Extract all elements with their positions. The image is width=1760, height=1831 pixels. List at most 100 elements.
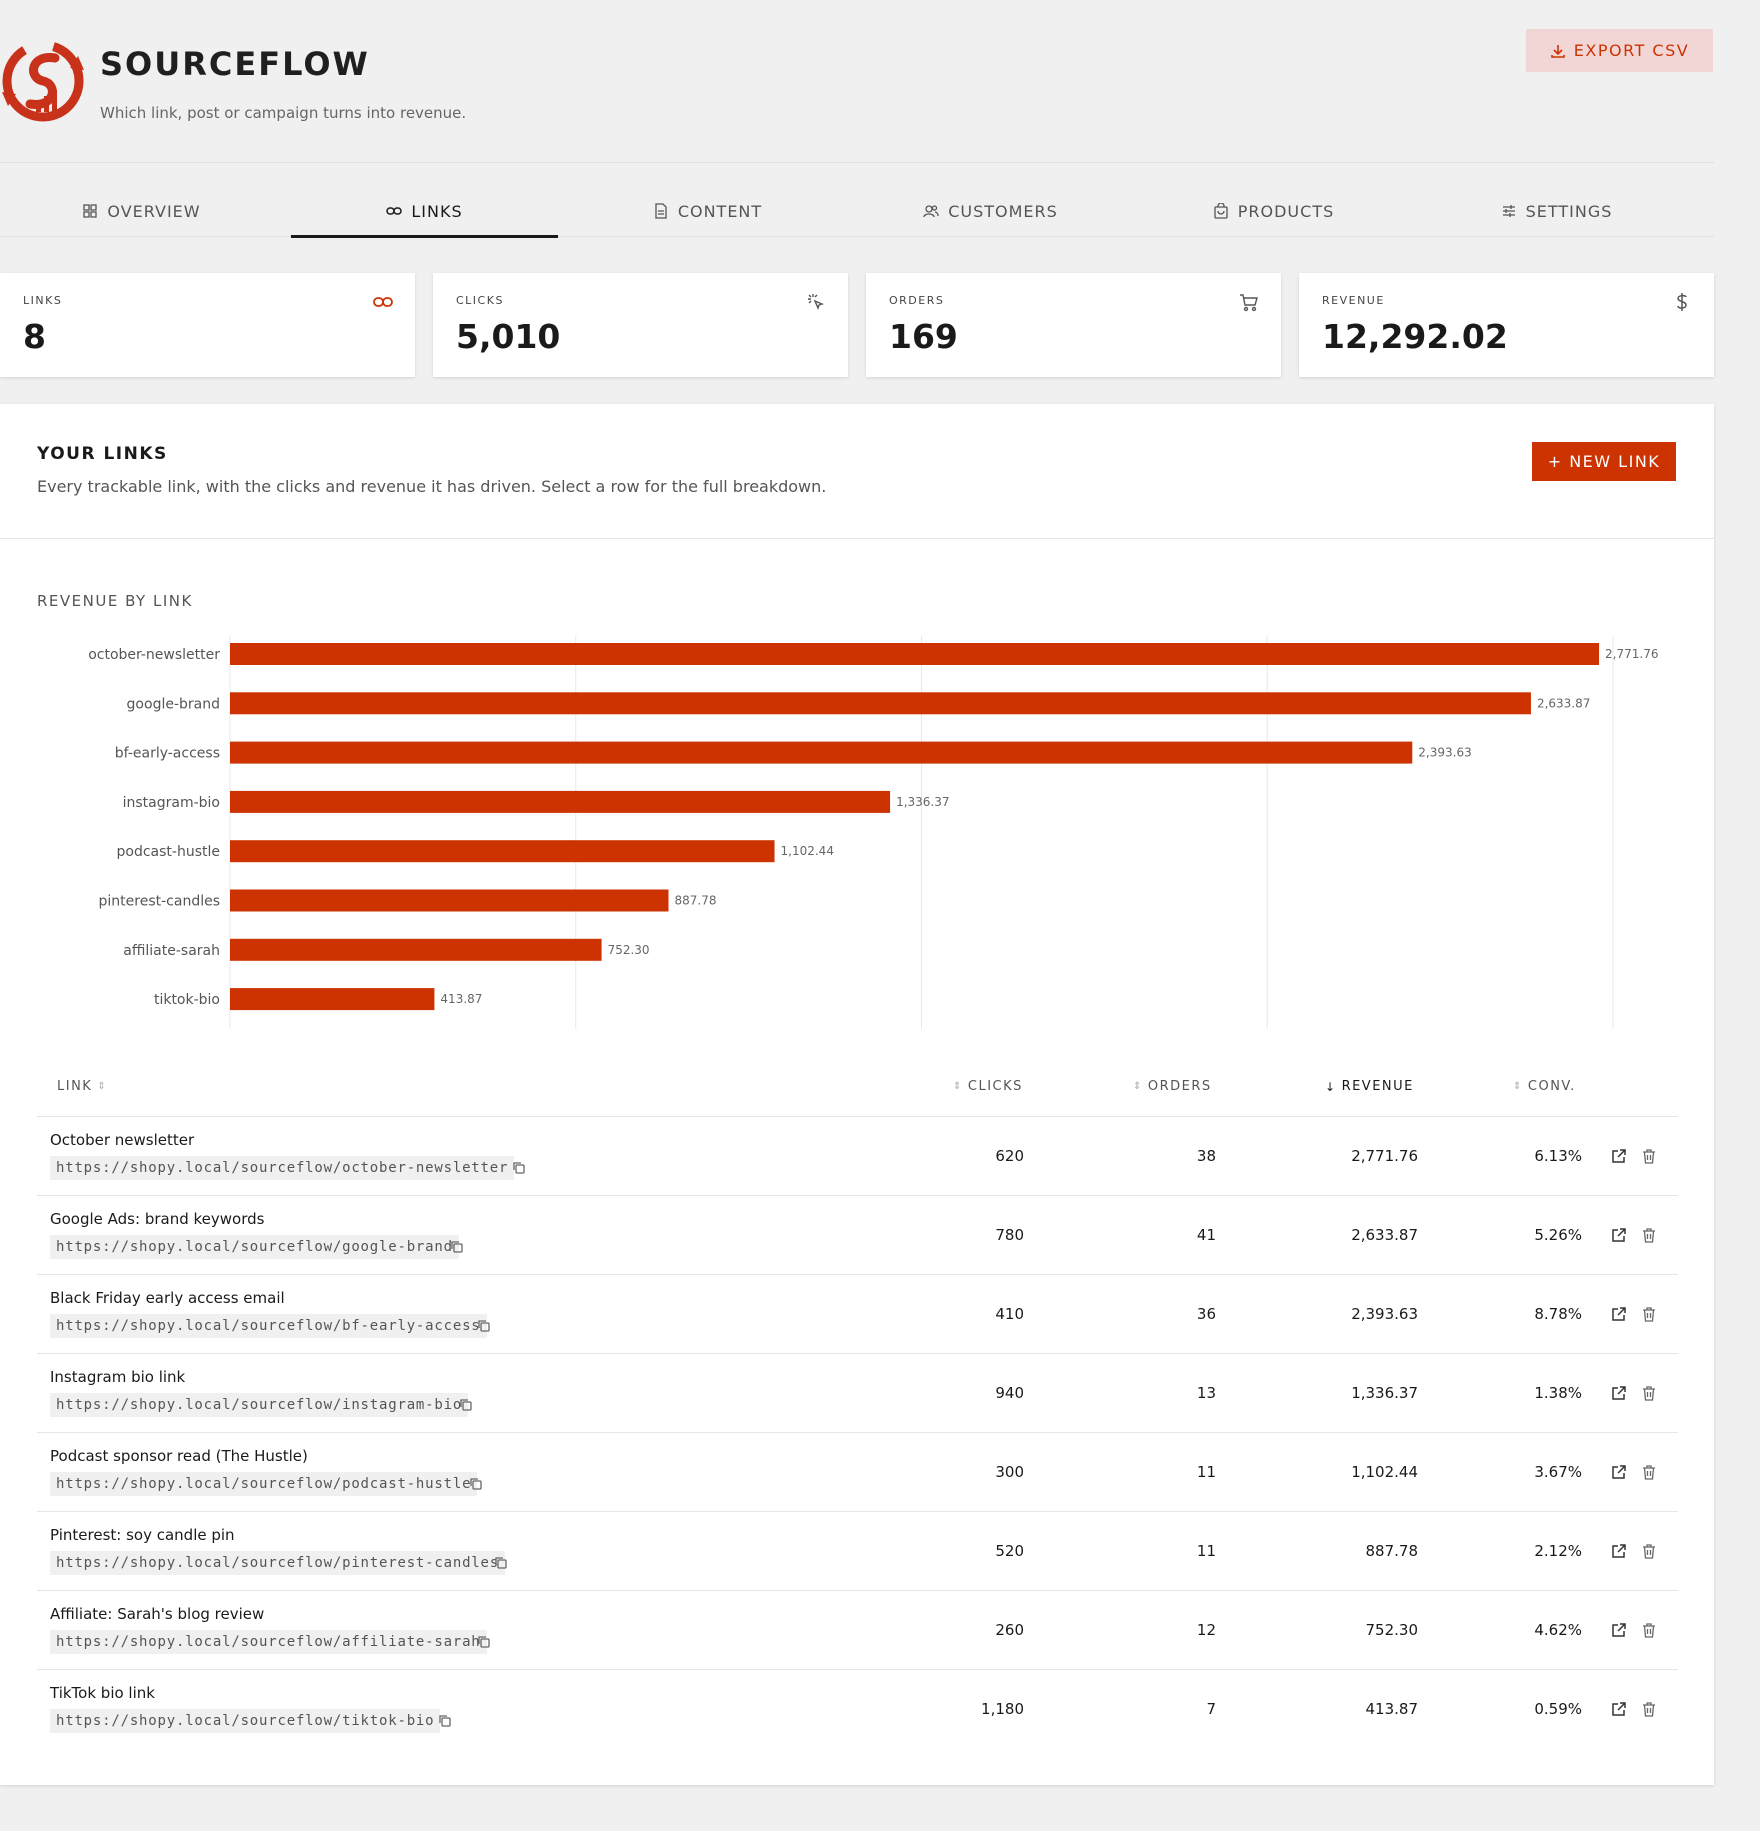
conversion-value: 4.62% bbox=[1534, 1621, 1582, 1639]
chart-value-label: 752.30 bbox=[608, 943, 650, 957]
copy-icon[interactable] bbox=[476, 1634, 492, 1650]
delete-icon[interactable] bbox=[1640, 1542, 1658, 1560]
tab-overview[interactable]: OVERVIEW bbox=[0, 185, 283, 237]
chart-category-label: affiliate-sarah bbox=[123, 943, 220, 959]
copy-icon[interactable] bbox=[476, 1318, 492, 1334]
link-url: https://shopy.local/sourceflow/podcast-h… bbox=[50, 1472, 478, 1496]
tab-links[interactable]: LINKS bbox=[283, 185, 566, 238]
delete-icon[interactable] bbox=[1640, 1700, 1658, 1718]
conversion-value: 1.38% bbox=[1534, 1384, 1582, 1402]
tab-products[interactable]: PRODUCTS bbox=[1132, 185, 1415, 237]
link-url: https://shopy.local/sourceflow/bf-early-… bbox=[50, 1314, 487, 1338]
link-url: https://shopy.local/sourceflow/instagram… bbox=[50, 1393, 469, 1417]
link-name: Pinterest: soy candle pin bbox=[50, 1526, 235, 1544]
links-table: LINK ⇕ ⇕ CLICKS ⇕ ORDERS ↓ REVENUE ⇕ CON… bbox=[37, 1057, 1678, 1749]
link-url: https://shopy.local/sourceflow/affiliate… bbox=[50, 1630, 487, 1654]
column-label: REVENUE bbox=[1341, 1079, 1414, 1094]
delete-icon[interactable] bbox=[1640, 1384, 1658, 1402]
conversion-value: 5.26% bbox=[1534, 1226, 1582, 1244]
tab-customers[interactable]: CUSTOMERS bbox=[849, 185, 1132, 237]
chart-category-label: podcast-hustle bbox=[117, 844, 220, 860]
sort-desc-icon: ↓ bbox=[1325, 1079, 1337, 1094]
dollar-icon bbox=[1677, 293, 1687, 311]
chart-category-label: tiktok-bio bbox=[154, 992, 220, 1008]
copy-icon[interactable] bbox=[493, 1555, 509, 1571]
kpi-revenue-card: REVENUE 12,292.02 bbox=[1299, 273, 1714, 377]
table-row[interactable]: Black Friday early access email https://s… bbox=[37, 1275, 1678, 1354]
clicks-value: 300 bbox=[995, 1463, 1024, 1481]
new-link-button[interactable]: + NEW LINK bbox=[1532, 442, 1676, 481]
tab-label: SETTINGS bbox=[1525, 201, 1613, 221]
sourceflow-logo bbox=[2, 40, 84, 122]
column-label: ORDERS bbox=[1147, 1079, 1212, 1094]
chart-bar[interactable] bbox=[230, 938, 602, 961]
open-link-icon[interactable] bbox=[1610, 1384, 1628, 1402]
table-row[interactable]: Instagram bio link https://shopy.local/so… bbox=[37, 1354, 1678, 1433]
kpi-value: 169 bbox=[889, 317, 958, 356]
kpi-links-card: LINKS 8 bbox=[0, 273, 415, 377]
chart-bar[interactable] bbox=[230, 643, 1600, 665]
copy-icon[interactable] bbox=[468, 1476, 484, 1492]
column-header-clicks[interactable]: ⇕ CLICKS bbox=[953, 1079, 1023, 1094]
main-tabs: OVERVIEW LINKS CONTENT CUSTOMERS PRODUCT… bbox=[0, 185, 1714, 238]
table-row[interactable]: Pinterest: soy candle pin https://shopy.l… bbox=[37, 1512, 1678, 1591]
open-link-icon[interactable] bbox=[1610, 1621, 1628, 1639]
link-name: Google Ads: brand keywords bbox=[50, 1210, 265, 1228]
conversion-value: 2.12% bbox=[1534, 1542, 1582, 1560]
column-header-conv[interactable]: ⇕ CONV. bbox=[1513, 1079, 1576, 1094]
clicks-value: 620 bbox=[995, 1147, 1024, 1165]
delete-icon[interactable] bbox=[1640, 1305, 1658, 1323]
column-header-link[interactable]: LINK ⇕ bbox=[57, 1079, 107, 1094]
column-header-orders[interactable]: ⇕ ORDERS bbox=[1133, 1079, 1212, 1094]
conversion-value: 0.59% bbox=[1534, 1700, 1582, 1718]
chart-bar[interactable] bbox=[230, 790, 891, 813]
copy-icon[interactable] bbox=[458, 1397, 474, 1413]
revenue-value: 2,771.76 bbox=[1351, 1147, 1418, 1165]
delete-icon[interactable] bbox=[1640, 1147, 1658, 1165]
sliders-icon bbox=[1502, 205, 1515, 217]
revenue-value: 2,633.87 bbox=[1351, 1226, 1418, 1244]
delete-icon[interactable] bbox=[1640, 1226, 1658, 1244]
column-label: LINK bbox=[57, 1079, 93, 1094]
kpi-cards: LINKS 8 CLICKS 5,010 ORDERS 169 REVENUE … bbox=[0, 273, 1714, 377]
open-link-icon[interactable] bbox=[1610, 1147, 1628, 1165]
open-link-icon[interactable] bbox=[1610, 1542, 1628, 1560]
open-link-icon[interactable] bbox=[1610, 1305, 1628, 1323]
chart-bar[interactable] bbox=[230, 692, 1531, 715]
open-link-icon[interactable] bbox=[1610, 1463, 1628, 1481]
table-row[interactable]: October newsletter https://shopy.local/so… bbox=[37, 1117, 1678, 1196]
revenue-value: 413.87 bbox=[1365, 1700, 1419, 1718]
document-icon bbox=[655, 203, 667, 219]
open-link-icon[interactable] bbox=[1610, 1700, 1628, 1718]
column-header-revenue[interactable]: ↓ REVENUE bbox=[1325, 1079, 1414, 1094]
chart-bar[interactable] bbox=[230, 988, 435, 1011]
panel-header: YOUR LINKS Every trackable link, with th… bbox=[0, 404, 1714, 539]
revenue-value: 1,102.44 bbox=[1351, 1463, 1418, 1481]
bag-icon bbox=[1214, 203, 1228, 219]
copy-icon[interactable] bbox=[449, 1239, 465, 1255]
table-row[interactable]: Affiliate: Sarah's blog review https://sh… bbox=[37, 1591, 1678, 1670]
table-row[interactable]: TikTok bio link https://shopy.local/sourc… bbox=[37, 1670, 1678, 1749]
chart-bar[interactable] bbox=[230, 840, 775, 863]
tab-settings[interactable]: SETTINGS bbox=[1415, 185, 1698, 237]
tab-content[interactable]: CONTENT bbox=[566, 185, 849, 237]
delete-icon[interactable] bbox=[1640, 1621, 1658, 1639]
open-link-icon[interactable] bbox=[1610, 1226, 1628, 1244]
conversion-value: 3.67% bbox=[1534, 1463, 1582, 1481]
kpi-orders-card: ORDERS 169 bbox=[866, 273, 1281, 377]
orders-value: 13 bbox=[1196, 1384, 1216, 1402]
link-name: Black Friday early access email bbox=[50, 1289, 285, 1307]
chart-bar[interactable] bbox=[230, 741, 1413, 764]
chart-bar[interactable] bbox=[230, 889, 669, 912]
delete-icon[interactable] bbox=[1640, 1463, 1658, 1481]
clicks-value: 1,180 bbox=[981, 1700, 1024, 1718]
table-row[interactable]: Google Ads: brand keywords https://shopy.… bbox=[37, 1196, 1678, 1275]
kpi-label: CLICKS bbox=[456, 294, 504, 307]
chart-value-label: 2,771.76 bbox=[1605, 647, 1658, 661]
export-csv-button[interactable]: EXPORT CSV bbox=[1526, 29, 1713, 72]
tab-label: CUSTOMERS bbox=[948, 201, 1058, 221]
copy-icon[interactable] bbox=[437, 1713, 453, 1729]
chart-category-label: pinterest-candles bbox=[99, 894, 220, 910]
table-row[interactable]: Podcast sponsor read (The Hustle) https:/… bbox=[37, 1433, 1678, 1512]
copy-icon[interactable] bbox=[511, 1160, 527, 1176]
